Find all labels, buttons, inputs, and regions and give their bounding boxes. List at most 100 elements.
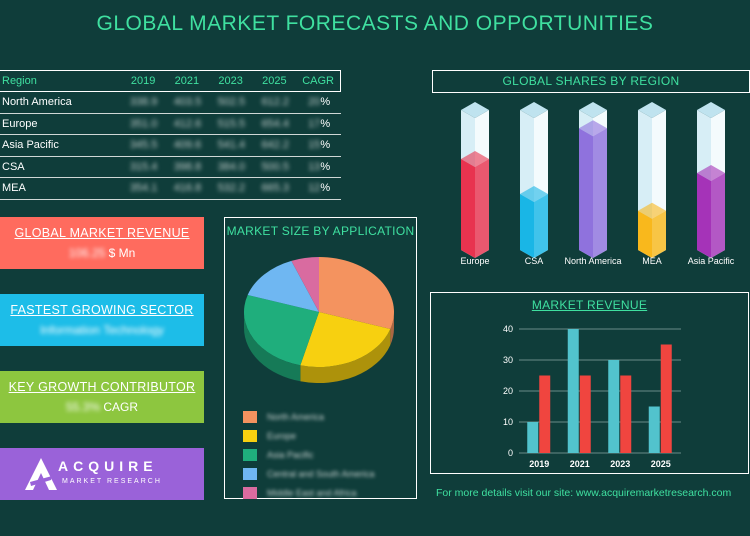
legend-item: Central and South America	[243, 464, 375, 483]
tube-label: MEA	[642, 256, 662, 266]
growth-value: 55.3%	[65, 400, 100, 414]
row-2021: 412.6	[173, 117, 202, 130]
revenue-title: GLOBAL MARKET REVENUE	[14, 226, 190, 240]
tube-label: Asia Pacific	[687, 256, 735, 266]
pie-slice	[291, 257, 319, 312]
legend-swatch	[243, 467, 257, 480]
tube-fill	[579, 128, 593, 258]
legend-item: Europe	[243, 426, 375, 445]
row-2021: 409.6	[173, 139, 202, 152]
legend-item: Asia Pacific	[243, 445, 375, 464]
legend-label: Middle East and Africa	[267, 487, 357, 498]
revenue-bar	[648, 406, 660, 453]
revenue-unit: $ Mn	[108, 246, 136, 260]
row-2025: 642.2	[261, 139, 289, 152]
market-revenue-panel: MARKET REVENUE 0 10 20 30 40 2019 2021 2023 2025	[430, 292, 749, 474]
y-tick-label: 30	[503, 355, 513, 365]
key-growth-contributor-box: KEY GROWTH CONTRIBUTOR 55.3% CAGR	[0, 371, 204, 423]
sector-value: Information Technology	[40, 323, 164, 337]
pie-slice	[300, 312, 391, 367]
fastest-growing-sector-box: FASTEST GROWING SECTOR Information Techn…	[0, 294, 204, 346]
row-cagr: 13	[308, 160, 321, 173]
legend-label: Europe	[267, 430, 297, 441]
row-2019: 351.0	[129, 117, 158, 130]
table-row: CSA 315.4 398.8 384.0 500.5 13%	[0, 157, 341, 178]
y-tick-label: 20	[503, 386, 513, 396]
y-tick-label: 40	[503, 324, 513, 334]
revenue-bar	[620, 375, 632, 453]
tube-fill-top	[461, 151, 489, 167]
row-cagr-unit: %	[320, 182, 331, 195]
row-cagr: 15	[308, 139, 321, 152]
row-2021: 416.8	[173, 182, 202, 195]
global-market-revenue-box: GLOBAL MARKET REVENUE 106.25 $ Mn	[0, 217, 204, 269]
tube-fill-side	[652, 210, 666, 258]
table-row: Asia Pacific 345.5 409.6 541.4 642.2 15%	[0, 135, 341, 157]
legend-item: Middle East and Africa	[243, 483, 375, 502]
row-2025: 612.2	[261, 96, 289, 109]
sector-title: FASTEST GROWING SECTOR	[10, 303, 194, 317]
tube-cap	[697, 102, 725, 118]
pie-slice-side	[244, 312, 301, 382]
row-cagr-unit: %	[320, 117, 331, 130]
legend-swatch	[243, 486, 257, 499]
tube-label: CSA	[524, 256, 544, 266]
row-cagr-unit: %	[320, 139, 331, 152]
revenue-bar	[579, 375, 591, 453]
row-cagr: 17	[308, 117, 321, 130]
row-2023: 541.4	[217, 139, 246, 152]
tube-fill-top	[638, 202, 666, 219]
table-row: MEA 354.1 416.8 532.2 665.3 12%	[0, 178, 341, 200]
header-2025: 2025	[262, 75, 287, 87]
tube-fill-side	[534, 194, 548, 258]
revenue-bar	[660, 344, 672, 453]
table-header: Region 2019 2021 2023 2025 CAGR	[0, 70, 341, 92]
y-tick-label: 10	[503, 417, 513, 427]
tube-label: North America	[564, 256, 622, 266]
row-region: Europe	[2, 117, 38, 130]
revenue-bar	[608, 360, 620, 453]
row-2021: 398.8	[173, 160, 202, 173]
header-region: Region	[2, 75, 37, 87]
row-2021: 403.5	[173, 96, 202, 109]
global-shares-header: GLOBAL SHARES BY REGION	[432, 70, 750, 93]
pie-slice-side	[300, 328, 391, 383]
x-tick-label: 2021	[570, 459, 590, 469]
row-cagr: 12	[308, 182, 321, 195]
growth-unit: CAGR	[103, 400, 139, 414]
legend-label: Central and South America	[267, 468, 375, 479]
row-2019: 354.1	[129, 182, 158, 195]
y-tick-label: 0	[508, 448, 513, 458]
header-2023: 2023	[218, 75, 243, 87]
x-tick-label: 2023	[610, 459, 630, 469]
market-size-by-application-panel: MARKET SIZE BY APPLICATION North America…	[224, 217, 417, 499]
row-2019: 345.5	[129, 139, 158, 152]
tube-cap	[520, 102, 548, 118]
tube-fill-side	[711, 173, 725, 258]
row-2019: 338.9	[129, 96, 158, 109]
header-2019: 2019	[130, 75, 156, 87]
pie-slice-side	[390, 312, 394, 345]
x-tick-label: 2019	[529, 459, 549, 469]
table-row: North America 338.9 403.5 502.5 612.2 20%	[0, 92, 341, 114]
shares-tube-chart	[461, 102, 725, 258]
tube-label: Europe	[460, 256, 490, 266]
tube-fill-side	[593, 128, 607, 258]
tube-fill-top	[520, 186, 548, 202]
row-2023: 384.0	[217, 160, 246, 173]
pie-slice	[247, 260, 319, 312]
legend-swatch	[243, 410, 257, 423]
revenue-bar	[567, 329, 579, 453]
legend-swatch	[243, 448, 257, 461]
footer-site-link[interactable]: For more details visit our site: www.acq…	[436, 487, 732, 499]
region-table: Region 2019 2021 2023 2025 CAGR North Am…	[0, 70, 341, 200]
revenue-chart-title: MARKET REVENUE	[531, 298, 648, 312]
row-cagr-unit: %	[320, 160, 331, 173]
revenue-bar	[527, 422, 539, 453]
row-region: MEA	[2, 182, 26, 195]
pie-chart	[244, 257, 394, 383]
growth-title: KEY GROWTH CONTRIBUTOR	[8, 380, 196, 394]
header-cagr: CAGR	[302, 75, 334, 87]
row-region: CSA	[2, 160, 25, 173]
x-tick-label: 2025	[651, 459, 671, 469]
